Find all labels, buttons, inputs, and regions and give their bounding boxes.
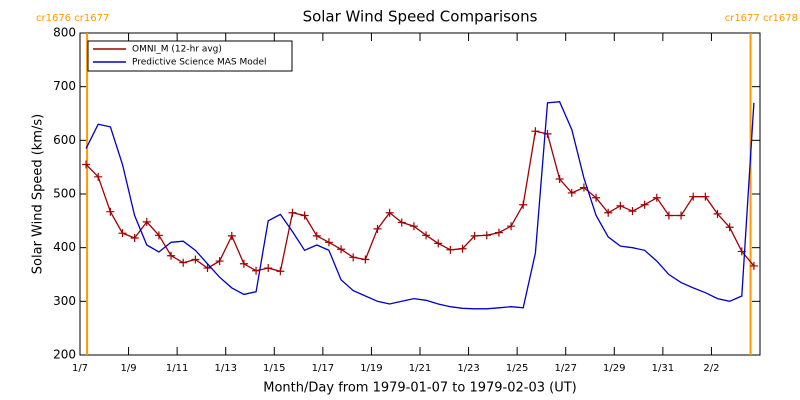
point-marker bbox=[276, 267, 285, 276]
x-tick-label: 1/7 bbox=[72, 363, 88, 374]
point-marker bbox=[324, 238, 333, 247]
point-marker bbox=[701, 192, 710, 201]
series-line bbox=[85, 101, 755, 310]
x-tick-label: 1/31 bbox=[652, 363, 674, 374]
point-marker bbox=[628, 207, 637, 216]
x-tick-label: 1/11 bbox=[166, 363, 188, 374]
point-marker bbox=[337, 245, 346, 254]
point-marker bbox=[361, 255, 370, 264]
point-marker bbox=[397, 218, 406, 227]
point-marker bbox=[373, 224, 382, 233]
point-marker bbox=[689, 192, 698, 201]
point-marker bbox=[252, 266, 261, 275]
point-marker bbox=[142, 217, 151, 226]
y-tick-label: 400 bbox=[53, 240, 76, 254]
point-marker bbox=[227, 231, 236, 240]
point-marker bbox=[677, 211, 686, 220]
point-marker bbox=[203, 264, 212, 273]
point-marker bbox=[749, 261, 758, 270]
point-marker bbox=[640, 200, 649, 209]
point-marker bbox=[713, 209, 722, 218]
x-tick-label: 1/15 bbox=[263, 363, 285, 374]
point-marker bbox=[349, 253, 358, 262]
x-tick-label: 1/29 bbox=[603, 363, 625, 374]
point-marker bbox=[409, 222, 418, 231]
point-marker bbox=[106, 207, 115, 216]
y-tick-label: 700 bbox=[53, 79, 76, 93]
point-marker bbox=[385, 208, 394, 217]
point-marker bbox=[264, 264, 273, 273]
annotation-label: cr1677 cr1678 bbox=[725, 13, 798, 24]
legend-label: OMNI_M (12-hr avg) bbox=[132, 45, 222, 55]
x-tick-label: 1/17 bbox=[312, 363, 334, 374]
point-marker bbox=[215, 257, 224, 266]
point-marker bbox=[567, 188, 576, 197]
point-marker bbox=[118, 229, 127, 238]
point-marker bbox=[604, 208, 613, 217]
legend-box bbox=[87, 40, 293, 72]
y-tick-label: 600 bbox=[53, 133, 76, 147]
point-marker bbox=[422, 231, 431, 240]
point-marker bbox=[519, 200, 528, 209]
point-marker bbox=[446, 245, 455, 254]
point-marker bbox=[725, 223, 734, 232]
x-axis-label: Month/Day from 1979-01-07 to 1979-02-03 … bbox=[263, 381, 576, 396]
point-marker bbox=[130, 234, 139, 243]
x-tick-label: 1/21 bbox=[409, 363, 431, 374]
point-marker bbox=[494, 228, 503, 237]
point-marker bbox=[458, 244, 467, 253]
x-tick-label: 1/13 bbox=[214, 363, 236, 374]
x-tick-label: 1/9 bbox=[121, 363, 137, 374]
chart-title: Solar Wind Speed Comparisons bbox=[303, 8, 538, 26]
x-tick-label: 1/27 bbox=[554, 363, 576, 374]
x-tick-label: 1/25 bbox=[506, 363, 528, 374]
point-marker bbox=[482, 231, 491, 240]
point-marker bbox=[288, 208, 297, 217]
point-marker bbox=[154, 231, 163, 240]
x-tick-label: 1/23 bbox=[457, 363, 479, 374]
x-tick-label: 1/19 bbox=[360, 363, 382, 374]
point-marker bbox=[94, 172, 103, 181]
point-marker bbox=[652, 193, 661, 202]
point-marker bbox=[616, 201, 625, 210]
y-tick-label: 200 bbox=[53, 348, 76, 362]
point-marker bbox=[434, 239, 443, 248]
y-axis-label: Solar Wind Speed (km/s) bbox=[31, 114, 46, 274]
point-marker bbox=[191, 255, 200, 264]
point-marker bbox=[592, 193, 601, 202]
series-line bbox=[85, 130, 755, 273]
point-marker bbox=[555, 174, 564, 183]
point-marker bbox=[167, 251, 176, 260]
point-marker bbox=[507, 222, 516, 231]
point-marker bbox=[312, 231, 321, 240]
annotation-label: cr1676 cr1677 bbox=[36, 13, 109, 24]
point-marker bbox=[82, 160, 91, 169]
y-tick-label: 500 bbox=[53, 187, 76, 201]
point-marker bbox=[300, 211, 309, 220]
x-tick-label: 2/2 bbox=[703, 363, 719, 374]
point-marker bbox=[664, 211, 673, 220]
point-marker bbox=[239, 259, 248, 268]
point-marker bbox=[470, 231, 479, 240]
y-tick-label: 300 bbox=[53, 294, 76, 308]
y-tick-label: 800 bbox=[53, 26, 76, 40]
legend-label: Predictive Science MAS Model bbox=[132, 58, 267, 68]
point-marker bbox=[531, 127, 540, 136]
point-marker bbox=[179, 258, 188, 267]
